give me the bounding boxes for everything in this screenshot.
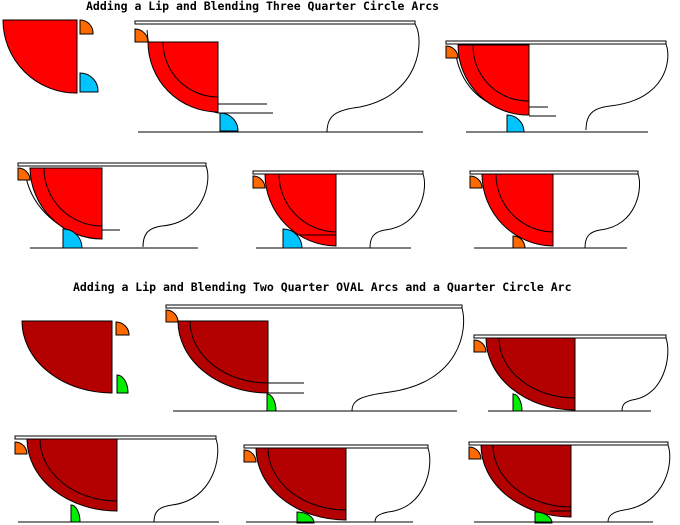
large-quarter-oval-arc (255, 447, 347, 521)
large-quarter-circle-arc (481, 173, 554, 247)
bowl-lip-rim (445, 40, 667, 45)
foot-quarter-arc (79, 72, 99, 93)
large-quarter-circle-arc (2, 19, 78, 94)
bowl-circle-3 (17, 162, 209, 249)
lip-quarter-arc (252, 175, 266, 189)
bowl-outline (607, 444, 671, 523)
lip-quarter-arc (79, 19, 94, 35)
large-quarter-oval-arc (177, 320, 269, 394)
inner-offset-arc (43, 167, 103, 227)
foot-quarter-arc (70, 504, 81, 523)
foot-quarter-arc (219, 112, 239, 132)
lip-quarter-arc (445, 45, 459, 59)
bowl-circle-4 (252, 170, 426, 249)
lip-quarter-arc (17, 167, 31, 181)
section-title-oval-arcs: Adding a Lip and Blending Two Quarter OV… (73, 280, 572, 294)
bowl-circle-2 (445, 40, 669, 133)
large-quarter-circle-arc (264, 173, 337, 247)
large-quarter-oval-arc (21, 320, 113, 394)
bowl-oval-5 (468, 441, 671, 524)
large-quarter-circle-arc (457, 44, 530, 116)
bowl-outline (153, 438, 219, 523)
large-quarter-circle-arc (147, 41, 219, 113)
bowl-oval-3 (14, 435, 219, 523)
bowl-lip-rim (165, 304, 463, 309)
foot-quarter-arc (116, 374, 129, 394)
foot-quarter-arc (512, 393, 523, 412)
lip-quarter-arc (115, 321, 130, 336)
bowl-outline (369, 173, 426, 249)
bowl-outline (374, 447, 431, 523)
inner-offset-arc (162, 41, 219, 98)
section-title-circle-arcs: Adding a Lip and Blending Three Quarter … (86, 0, 440, 13)
lip-quarter-arc (468, 446, 482, 460)
bowl-lip-rim (469, 170, 639, 175)
bowl-outline (621, 337, 669, 412)
large-quarter-oval-arc (485, 337, 576, 411)
bowl-outline (351, 307, 465, 412)
bowl-oval-4 (243, 444, 431, 524)
inner-offset-arc (189, 320, 269, 384)
lip-quarter-arc (243, 449, 257, 463)
bowl-lip-rim (252, 170, 424, 175)
bowl-oval-2 (473, 334, 669, 412)
bowl-lip-rim (134, 20, 416, 25)
inner-offset-arc (492, 444, 572, 508)
inner-offset-arc (495, 173, 554, 233)
lip-quarter-arc (473, 339, 487, 353)
bowl-oval-1 (165, 304, 465, 412)
large-quarter-circle-arc (29, 167, 103, 240)
lip-quarter-arc (14, 441, 28, 455)
inner-offset-arc (498, 337, 576, 399)
lip-quarter-arc (165, 309, 179, 323)
inner-offset-arc (267, 447, 347, 511)
bowl-circle-5 (469, 170, 641, 249)
foot-quarter-arc (534, 511, 553, 524)
lip-quarter-arc (469, 175, 483, 189)
lip-quarter-arc (134, 28, 149, 43)
foot-quarter-arc (296, 511, 315, 524)
foot-quarter-arc (506, 114, 525, 133)
large-quarter-oval-arc (480, 444, 572, 518)
bowl-lip-rim (17, 162, 207, 167)
foot-quarter-arc (266, 393, 277, 412)
inner-offset-arc (278, 173, 337, 233)
large-quarter-oval-arc (26, 438, 118, 512)
inner-offset-arc (472, 44, 530, 102)
bowl-circle-1 (134, 20, 423, 133)
inner-offset-arc (39, 438, 118, 502)
circle-arcs-legend (2, 19, 99, 94)
bowl-outline (584, 173, 641, 249)
oval-arcs-legend (21, 320, 130, 394)
